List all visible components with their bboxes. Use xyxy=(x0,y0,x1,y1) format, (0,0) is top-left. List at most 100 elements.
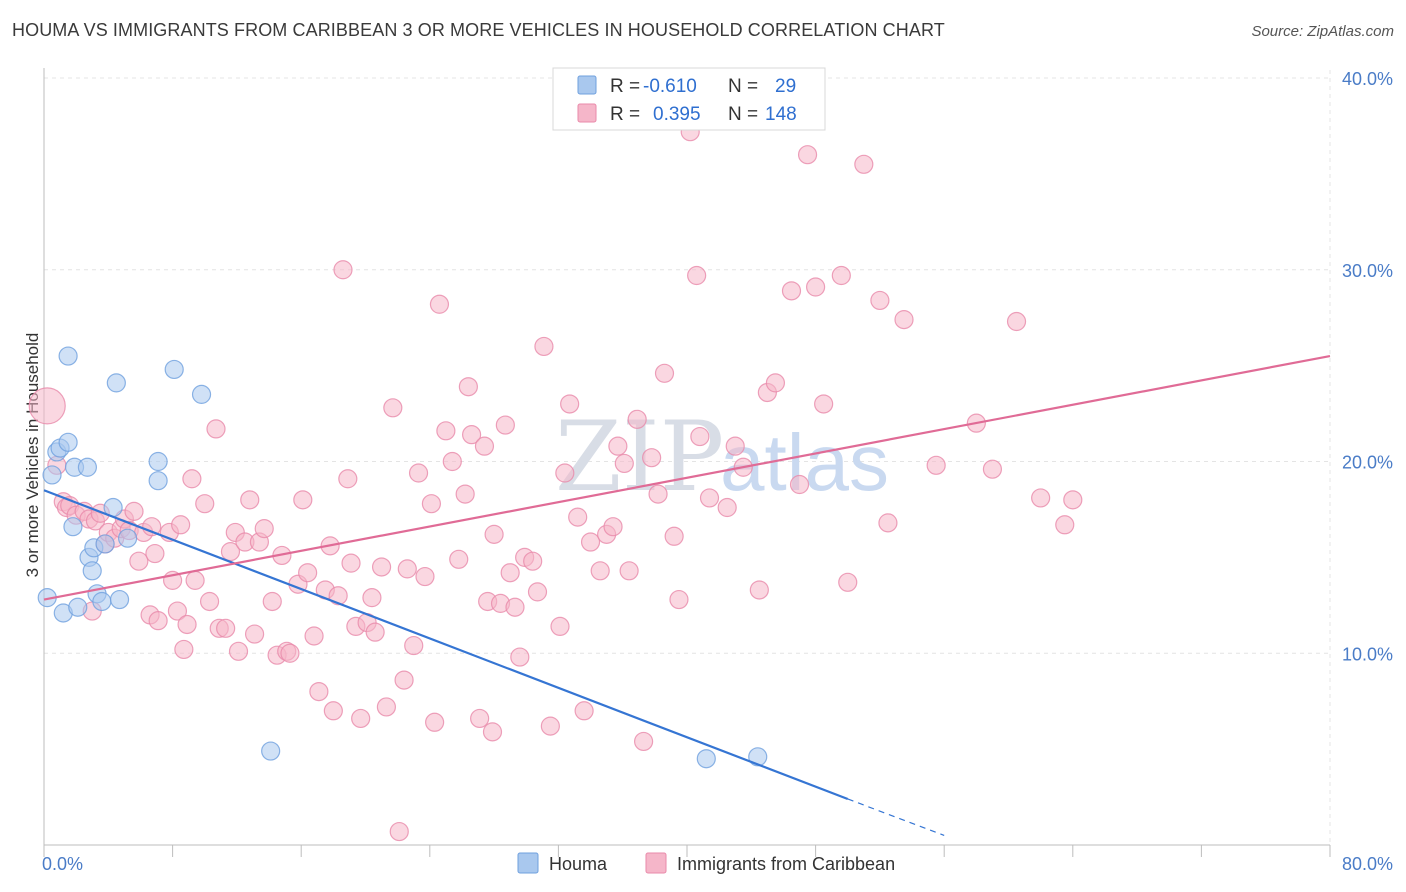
caribbean-point xyxy=(982,459,1003,479)
caribbean-point xyxy=(323,701,343,721)
caribbean-point xyxy=(664,526,684,546)
houma-point xyxy=(148,451,168,472)
caribbean-point xyxy=(362,588,382,608)
caribbean-point xyxy=(458,377,478,397)
caribbean-point xyxy=(383,398,403,418)
legend-n-value: 29 xyxy=(775,76,796,97)
caribbean-point xyxy=(580,532,601,552)
caribbean-point xyxy=(781,281,802,301)
caribbean-point xyxy=(421,494,442,514)
houma-point xyxy=(164,359,184,380)
caribbean-point xyxy=(654,363,675,383)
caribbean-point xyxy=(262,591,282,612)
y-tick-label: 20.0% xyxy=(1342,453,1393,473)
caribbean-point xyxy=(304,626,324,646)
houma-point xyxy=(42,465,62,485)
bottom-legend-swatch-caribbean xyxy=(645,852,667,874)
caribbean-point xyxy=(642,448,662,468)
caribbean-point xyxy=(309,681,329,702)
legend-r-label: R = xyxy=(610,104,640,125)
series-legend: Houma Immigrants from Caribbean xyxy=(517,852,895,874)
caribbean-point xyxy=(474,436,495,456)
caribbean-point xyxy=(145,543,165,564)
caribbean-point xyxy=(425,712,445,732)
caribbean-point xyxy=(590,561,610,581)
caribbean-point xyxy=(555,463,575,483)
watermark: ZIP atlas xyxy=(555,401,889,513)
caribbean-point xyxy=(797,145,818,165)
caribbean-point xyxy=(436,421,456,441)
caribbean-point xyxy=(351,708,371,729)
bottom-legend-swatch-houma xyxy=(517,852,539,874)
caribbean-point xyxy=(341,553,361,573)
caribbean-point xyxy=(244,624,265,644)
y-tick-label: 40.0% xyxy=(1342,69,1393,89)
houma-point xyxy=(58,432,78,452)
caribbean-point xyxy=(328,586,348,606)
houma-point xyxy=(109,589,130,610)
caribbean-point xyxy=(568,507,588,527)
caribbean-point xyxy=(333,260,353,280)
caribbean-point xyxy=(461,425,482,445)
caribbean-point xyxy=(371,557,392,577)
caribbean-point xyxy=(415,566,435,587)
caribbean-point xyxy=(389,821,409,842)
caribbean-point xyxy=(199,591,220,612)
houma-point xyxy=(106,373,126,393)
caribbean-point xyxy=(129,551,149,571)
caribbean-point xyxy=(167,601,188,621)
legend-r-value: 0.395 xyxy=(653,104,701,125)
caribbean-point xyxy=(1055,515,1075,535)
caribbean-point xyxy=(171,515,191,535)
caribbean-point xyxy=(177,614,197,635)
caribbean-point xyxy=(614,453,634,474)
legend-swatch-houma xyxy=(577,75,597,95)
legend-n-label: N = xyxy=(728,76,758,97)
caribbean-point xyxy=(540,716,560,736)
caribbean-point xyxy=(699,488,720,508)
houma-point xyxy=(191,384,212,404)
caribbean-point xyxy=(28,387,66,425)
caribbean-point xyxy=(619,561,639,581)
caribbean-point xyxy=(397,559,417,579)
source-credit: Source: ZipAtlas.com xyxy=(1251,23,1394,40)
caribbean-point xyxy=(574,701,594,721)
caribbean-point xyxy=(174,639,194,660)
caribbean-point xyxy=(1031,488,1051,508)
caribbean-point xyxy=(633,731,654,752)
x-tick-label: 0.0% xyxy=(42,854,83,874)
y-tick-labels: 10.0% 20.0% 30.0% 40.0% xyxy=(1342,69,1393,664)
caribbean-point xyxy=(749,580,769,600)
caribbean-point xyxy=(725,436,745,456)
legend-n-label: N = xyxy=(728,104,758,125)
caribbean-point xyxy=(878,513,898,533)
caribbean-point xyxy=(527,582,548,602)
series-houma-points xyxy=(37,346,768,769)
caribbean-point xyxy=(814,394,834,414)
y-tick-label: 30.0% xyxy=(1342,261,1393,281)
caribbean-point xyxy=(394,670,414,690)
caribbean-point xyxy=(789,474,810,495)
caribbean-point xyxy=(1063,490,1083,510)
caribbean-point xyxy=(690,426,710,447)
legend-box xyxy=(552,67,826,131)
caribbean-trend-line xyxy=(43,354,1331,601)
legend-r-value: -0.610 xyxy=(643,76,697,97)
caribbean-point xyxy=(429,294,450,314)
caribbean-point xyxy=(482,722,503,742)
houma-point xyxy=(148,471,168,491)
caribbean-point xyxy=(228,641,249,661)
caribbean-point xyxy=(648,484,668,504)
caribbean-point xyxy=(142,517,162,537)
caribbean-point xyxy=(185,570,205,590)
caribbean-point xyxy=(550,616,570,637)
legend-r-label: R = xyxy=(610,76,640,97)
caribbean-point xyxy=(484,524,504,544)
chart-title: HOUMA VS IMMIGRANTS FROM CARIBBEAN 3 OR … xyxy=(12,20,945,40)
houma-point xyxy=(68,597,88,617)
caribbean-point xyxy=(254,519,274,539)
caribbean-point xyxy=(894,310,914,330)
caribbean-point xyxy=(534,336,554,357)
y-axis-label: 3 or more Vehicles in Household xyxy=(23,333,42,578)
y-tick-label: 10.0% xyxy=(1342,644,1393,664)
